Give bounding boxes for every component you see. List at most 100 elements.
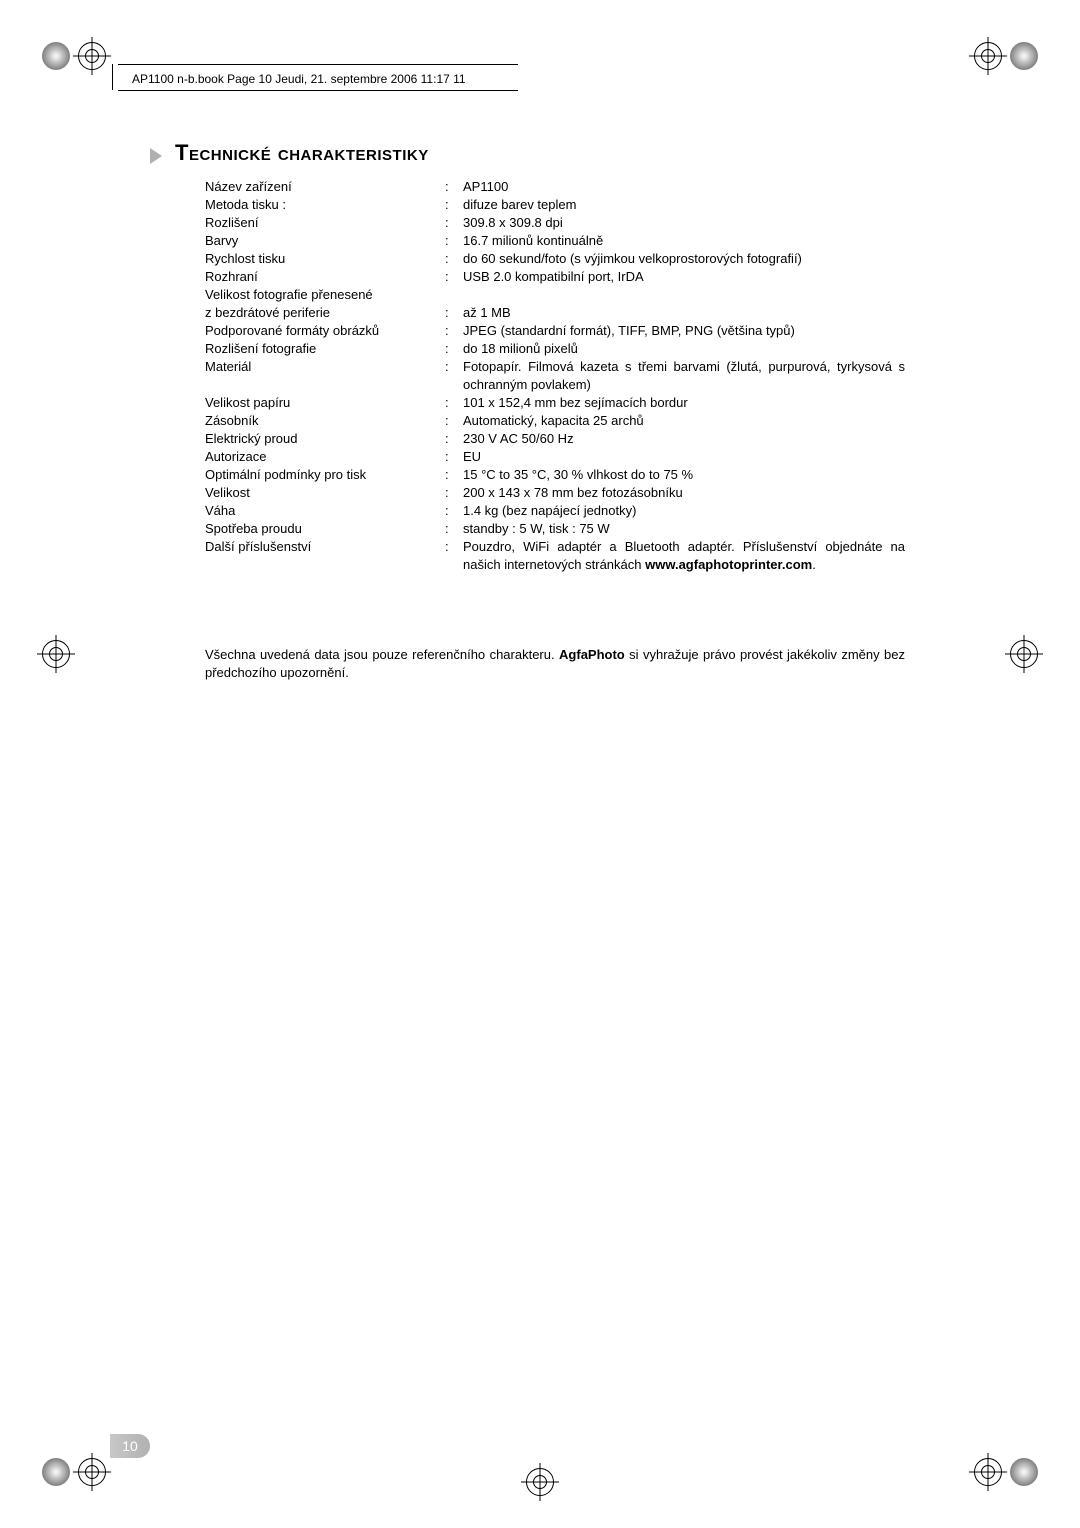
spec-row: Rozhraní:USB 2.0 kompatibilní port, IrDA: [205, 268, 905, 286]
spec-value: Pouzdro, WiFi adaptér a Bluetooth adapté…: [463, 538, 905, 574]
reg-solid-icon: [42, 1458, 70, 1486]
spec-value: standby : 5 W, tisk : 75 W: [463, 520, 905, 538]
crop-mark-mr: [1010, 640, 1038, 668]
spec-colon: :: [445, 268, 463, 286]
reg-circle-icon: [526, 1468, 554, 1496]
spec-label: Barvy: [205, 232, 445, 250]
spec-value: 200 x 143 x 78 mm bez fotozásobníku: [463, 484, 905, 502]
spec-row: Rychlost tisku:do 60 sekund/foto (s výji…: [205, 250, 905, 268]
spec-label: Metoda tisku :: [205, 196, 445, 214]
spec-colon: :: [445, 322, 463, 340]
spec-label: Velikost: [205, 484, 445, 502]
spec-colon: :: [445, 250, 463, 268]
spec-value: Fotopapír. Filmová kazeta s třemi barvam…: [463, 358, 905, 394]
reg-circle-icon: [78, 42, 106, 70]
crop-mark-tr: [974, 42, 1038, 70]
spec-value: Automatický, kapacita 25 archů: [463, 412, 905, 430]
spec-colon: :: [445, 430, 463, 448]
footer-note: Všechna uvedená data jsou pouze referenč…: [205, 646, 905, 682]
spec-value: do 60 sekund/foto (s výjimkou velkoprost…: [463, 250, 905, 268]
spec-label: Velikost papíru: [205, 394, 445, 412]
spec-row: Rozlišení fotografie:do 18 milionů pixel…: [205, 340, 905, 358]
spec-row: z bezdrátové periferie:až 1 MB: [205, 304, 905, 322]
spec-row: Materiál:Fotopapír. Filmová kazeta s tře…: [205, 358, 905, 394]
spec-colon: :: [445, 502, 463, 520]
spec-colon: :: [445, 448, 463, 466]
spec-colon: :: [445, 466, 463, 484]
spec-colon: :: [445, 412, 463, 430]
spec-row: Zásobník:Automatický, kapacita 25 archů: [205, 412, 905, 430]
spec-row: Váha:1.4 kg (bez napájecí jednotky): [205, 502, 905, 520]
spec-label: Optimální podmínky pro tisk: [205, 466, 445, 484]
spec-value: do 18 milionů pixelů: [463, 340, 905, 358]
spec-colon: :: [445, 178, 463, 196]
spec-value: 230 V AC 50/60 Hz: [463, 430, 905, 448]
spec-value: 1.4 kg (bez napájecí jednotky): [463, 502, 905, 520]
spec-colon: :: [445, 538, 463, 556]
spec-row: Metoda tisku ::difuze barev teplem: [205, 196, 905, 214]
reg-circle-icon: [1010, 640, 1038, 668]
crop-mark-bm: [526, 1468, 554, 1496]
spec-label: Spotřeba proudu: [205, 520, 445, 538]
spec-value: 101 x 152,4 mm bez sejímacích bordur: [463, 394, 905, 412]
spec-colon: :: [445, 484, 463, 502]
document-page: AP1100 n-b.book Page 10 Jeudi, 21. septe…: [0, 0, 1080, 1528]
crop-mark-ml: [42, 640, 70, 668]
spec-label: Autorizace: [205, 448, 445, 466]
reg-solid-icon: [1010, 42, 1038, 70]
spec-value: JPEG (standardní formát), TIFF, BMP, PNG…: [463, 322, 905, 340]
spec-value: USB 2.0 kompatibilní port, IrDA: [463, 268, 905, 286]
spec-colon: :: [445, 520, 463, 538]
header-rule-bottom: [118, 90, 518, 91]
reg-circle-icon: [974, 1458, 1002, 1486]
crop-mark-tl: [42, 42, 106, 70]
spec-value: 309.8 x 309.8 dpi: [463, 214, 905, 232]
header-cap: [112, 64, 118, 90]
spec-colon: :: [445, 214, 463, 232]
header-rule-top: [118, 64, 518, 65]
spec-row: Název zařízení:AP1100: [205, 178, 905, 196]
section-arrow-icon: [150, 148, 162, 164]
spec-row: Autorizace:EU: [205, 448, 905, 466]
reg-solid-icon: [42, 42, 70, 70]
header-meta: AP1100 n-b.book Page 10 Jeudi, 21. septe…: [132, 72, 466, 86]
spec-row: Velikost papíru:101 x 152,4 mm bez sejím…: [205, 394, 905, 412]
spec-value: až 1 MB: [463, 304, 905, 322]
spec-row: Barvy:16.7 milionů kontinuálně: [205, 232, 905, 250]
reg-circle-icon: [78, 1458, 106, 1486]
spec-colon: :: [445, 394, 463, 412]
reg-solid-icon: [1010, 1458, 1038, 1486]
spec-label: Podporované formáty obrázků: [205, 322, 445, 340]
spec-value: 15 °C to 35 °C, 30 % vlhkost do to 75 %: [463, 466, 905, 484]
spec-value: AP1100: [463, 178, 905, 196]
spec-label: Materiál: [205, 358, 445, 376]
spec-value: difuze barev teplem: [463, 196, 905, 214]
spec-row: Optimální podmínky pro tisk:15 °C to 35 …: [205, 466, 905, 484]
spec-colon: :: [445, 232, 463, 250]
spec-row: Spotřeba proudu:standby : 5 W, tisk : 75…: [205, 520, 905, 538]
spec-row: Velikost fotografie přenesené: [205, 286, 905, 304]
spec-row: Elektrický proud:230 V AC 50/60 Hz: [205, 430, 905, 448]
spec-label: Velikost fotografie přenesené: [205, 286, 445, 304]
spec-colon: :: [445, 358, 463, 376]
spec-value: 16.7 milionů kontinuálně: [463, 232, 905, 250]
spec-label: Rychlost tisku: [205, 250, 445, 268]
spec-label: Zásobník: [205, 412, 445, 430]
spec-label: Elektrický proud: [205, 430, 445, 448]
spec-label: Rozhraní: [205, 268, 445, 286]
spec-row: Velikost:200 x 143 x 78 mm bez fotozásob…: [205, 484, 905, 502]
spec-colon: :: [445, 304, 463, 322]
spec-label: Rozlišení fotografie: [205, 340, 445, 358]
reg-circle-icon: [42, 640, 70, 668]
page-number: 10: [110, 1434, 150, 1458]
spec-label: Název zařízení: [205, 178, 445, 196]
spec-row: Rozlišení:309.8 x 309.8 dpi: [205, 214, 905, 232]
spec-row: Podporované formáty obrázků:JPEG (standa…: [205, 322, 905, 340]
spec-label: Další příslušenství: [205, 538, 445, 556]
spec-colon: :: [445, 196, 463, 214]
spec-label: Váha: [205, 502, 445, 520]
spec-row: Další příslušenství:Pouzdro, WiFi adapté…: [205, 538, 905, 574]
crop-mark-br: [974, 1458, 1038, 1486]
spec-table: Název zařízení:AP1100Metoda tisku ::difu…: [205, 178, 905, 574]
reg-circle-icon: [974, 42, 1002, 70]
